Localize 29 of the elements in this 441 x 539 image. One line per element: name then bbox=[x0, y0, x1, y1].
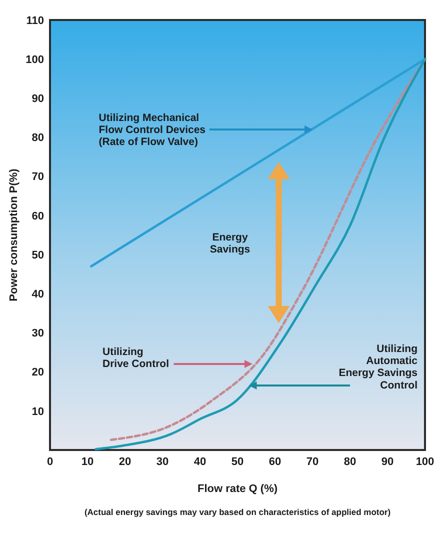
y-tick-label: 90 bbox=[32, 93, 44, 106]
x-tick-label: 100 bbox=[416, 456, 434, 468]
y-tick-label: 10 bbox=[32, 406, 44, 418]
x-tick-label: 60 bbox=[268, 456, 282, 468]
y-tick-label: 50 bbox=[32, 249, 44, 262]
y-tick-label: 30 bbox=[32, 328, 44, 340]
x-tick-label: 90 bbox=[381, 456, 394, 468]
y-tick-label: 80 bbox=[32, 132, 44, 144]
x-tick-label: 30 bbox=[156, 456, 169, 468]
annotation: Utilizing Mechanical Flow Control Devices (Rate of Flow Valve) bbox=[98, 112, 206, 148]
x-tick-label: 70 bbox=[306, 456, 319, 468]
annotation: Energy Savings bbox=[210, 231, 250, 256]
y-tick-label: 100 bbox=[26, 54, 44, 66]
x-tick-label: 0 bbox=[46, 456, 54, 468]
y-tick-label: 40 bbox=[32, 288, 44, 300]
x-tick-label: 50 bbox=[231, 456, 244, 468]
text: (Actual energy savings may vary based on characteristics of applied motor) bbox=[84, 506, 391, 517]
x-axis-title: Flow rate Q (%) bbox=[197, 482, 278, 495]
y-tick-label: 20 bbox=[32, 366, 44, 379]
y-axis-title: Power consumption P(%) bbox=[8, 168, 20, 302]
annotation: Utilizing Drive Control bbox=[102, 346, 170, 370]
y-tick-label: 60 bbox=[32, 210, 44, 222]
x-tick-label: 20 bbox=[118, 456, 132, 468]
x-tick-label: 10 bbox=[81, 456, 94, 468]
x-tick-label: 80 bbox=[344, 456, 356, 468]
y-tick-label: 70 bbox=[32, 171, 44, 184]
y-tick-label: 110 bbox=[26, 14, 44, 27]
annotation: Utilizing Automatic Energy Savings Control bbox=[338, 343, 418, 392]
x-tick-label: 40 bbox=[194, 456, 206, 468]
